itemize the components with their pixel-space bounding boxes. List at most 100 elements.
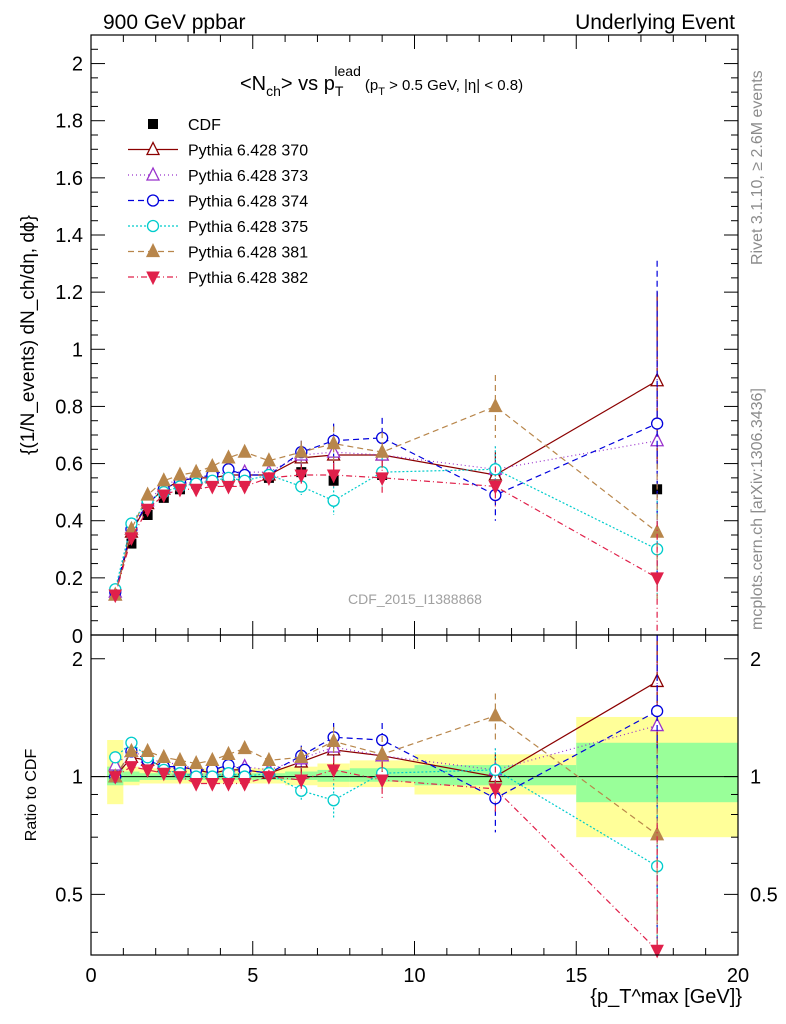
main-ytick-label: 0 <box>72 626 83 648</box>
header-left: 900 GeV ppbar <box>103 11 245 34</box>
main-point-6-12 <box>375 472 389 486</box>
main-point-5-12 <box>375 443 390 458</box>
main-point-5-9 <box>261 452 276 467</box>
ratio-panel: 0 5 10 15 20 0.5 0.5 1 1 2 2 <box>55 634 778 987</box>
main-point-6-1 <box>124 532 139 546</box>
main-point-5-13 <box>488 397 503 413</box>
ratio-point-5-2 <box>140 764 155 779</box>
main-ytick-label: 1.6 <box>55 168 83 190</box>
ratio-ytick-label-right: 2 <box>750 649 761 671</box>
ratio-ytick-label: 1 <box>72 767 83 789</box>
legend-label-1: Pythia 6.428 370 <box>188 143 308 160</box>
xtick-label: 0 <box>85 965 96 987</box>
main-line-3 <box>114 423 658 593</box>
ratio-point-4-10 <box>294 748 309 763</box>
svg-text:<Nch> vs pTlead(pT > 0.5 GeV,: <Nch> vs pTlead(pT > 0.5 GeV, |η| < 0.8) <box>240 63 523 99</box>
main-panel: 0.20.40.60.811.21.41.61.820 <box>55 34 739 955</box>
ratio-point-4-11 <box>326 732 341 748</box>
plot-title-cut-rest: > 0.5 GeV, |η| < 0.8) <box>385 77 523 94</box>
xtick-label: 10 <box>403 965 425 987</box>
ratio-point-4-8 <box>237 739 252 755</box>
main-point-6-6 <box>205 480 220 495</box>
ratio-point-3-11 <box>327 794 340 807</box>
ratio-frame <box>90 634 739 956</box>
ratio-point-2-14 <box>650 704 664 718</box>
legend-label-2: Pythia 6.428 373 <box>188 168 308 185</box>
main-point-6-8 <box>237 480 252 495</box>
ratio-series-4 <box>108 693 665 955</box>
legend-marker-2 <box>145 166 161 181</box>
main-series-6 <box>108 460 664 633</box>
main-line-2 <box>114 440 658 593</box>
main-point-6-11 <box>326 469 341 484</box>
main-point-4-11 <box>327 494 340 507</box>
analysis-watermark: CDF_2015_I1388868 <box>348 591 482 607</box>
main-point-6-5 <box>189 483 203 498</box>
xtick-label: 5 <box>247 965 258 987</box>
main-point-5-2 <box>140 486 155 501</box>
legend-label-3: Pythia 6.428 374 <box>188 194 308 211</box>
ratio-point-5-10 <box>294 774 309 789</box>
legend-marker-4 <box>146 219 160 233</box>
ratio-point-5-9 <box>262 771 276 785</box>
mcplots-label: mcplots.cern.ch [arXiv:1306.3436] <box>749 388 766 630</box>
legend-marker-5 <box>145 243 161 258</box>
main-point-5-8 <box>237 443 252 458</box>
ratio-point-4-7 <box>221 745 236 760</box>
legend-label-6: Pythia 6.428 382 <box>188 270 308 287</box>
main-ytick-label: 0.6 <box>55 454 83 476</box>
ratio-ytick-label: 2 <box>72 649 83 671</box>
header-right: Underlying Event <box>575 11 735 34</box>
ratio-ytick-label-right: 0.5 <box>750 884 778 906</box>
main-point-6-0 <box>108 589 123 604</box>
ratio-point-3-0 <box>109 751 122 764</box>
main-ytick-label: 1.2 <box>55 282 83 304</box>
plot-title-main: <N <box>240 73 266 95</box>
ratio-point-5-0 <box>108 771 123 785</box>
plot-title-sub: ch <box>266 83 281 99</box>
xtick-label: 15 <box>565 965 587 987</box>
main-point-5-7 <box>221 449 236 464</box>
main-ytick-label: 0.8 <box>55 396 83 418</box>
main-point-5-11 <box>326 435 341 450</box>
ratio-ytick-label: 0.5 <box>55 884 83 906</box>
main-ytick-label: 2 <box>72 54 83 76</box>
legend-label-4: Pythia 6.428 375 <box>188 219 308 236</box>
ratio-point-5-11 <box>326 764 341 779</box>
main-point-5-6 <box>205 457 220 473</box>
main-point-6-7 <box>221 480 236 495</box>
x-axis-label: {p_T^max [GeV]} <box>590 986 742 1008</box>
main-point-6-9 <box>262 472 276 486</box>
main-point-5-5 <box>189 463 204 478</box>
main-point-5-4 <box>172 466 188 481</box>
ratio-point-4-12 <box>375 745 390 760</box>
ratio-point-4-4 <box>172 751 188 767</box>
ratio-point-5-5 <box>189 778 203 792</box>
ratio-point-4-6 <box>205 751 220 767</box>
ratio-point-5-7 <box>221 778 236 792</box>
y-axis-label-ratio: Ratio to CDF <box>23 749 40 842</box>
ratio-point-5-14 <box>650 944 664 959</box>
main-series-1 <box>108 292 665 601</box>
main-ytick-label: 1 <box>72 339 83 361</box>
plot-title-cut: (p <box>365 77 378 94</box>
main-point-6-2 <box>140 503 155 518</box>
ratio-point-4-13 <box>488 707 503 722</box>
ratio-point-5-1 <box>124 761 139 775</box>
legend-marker-6 <box>146 271 160 286</box>
main-point-3-14 <box>650 417 664 430</box>
plot-title-vs: > vs p <box>281 73 335 95</box>
main-line-5 <box>114 405 658 596</box>
ratio-point-4-3 <box>156 748 171 763</box>
y-axis-label-main: {(1/N_events) dN_ch/dη, dϕ} <box>18 215 39 455</box>
ratio-point-3-7 <box>222 767 235 780</box>
ratio-series-5 <box>108 757 664 959</box>
xtick-label: 20 <box>727 965 749 987</box>
legend-label-5: Pythia 6.428 381 <box>188 245 308 262</box>
legend-marker-0 <box>148 119 158 129</box>
main-ytick-label: 1.8 <box>55 111 83 133</box>
main-series-3 <box>109 260 664 599</box>
rivet-label: Rivet 3.1.10, ≥ 2.6M events <box>749 70 766 265</box>
ratio-point-5-8 <box>237 778 252 792</box>
main-point-6-10 <box>294 469 309 484</box>
